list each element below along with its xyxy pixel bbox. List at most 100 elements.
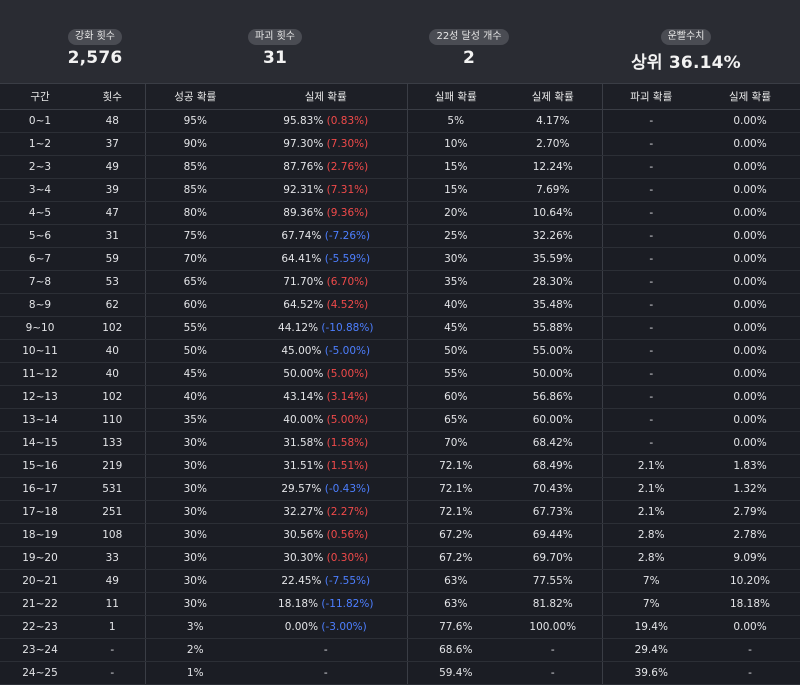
- range-cell: 6~7: [0, 247, 80, 271]
- stat-enhance-count: 강화 횟수 2,576: [15, 24, 175, 68]
- success-actual-cell: 97.30% (7.30%): [245, 132, 408, 156]
- success-actual-cell: 0.00% (-3.00%): [245, 615, 408, 639]
- actual-value: 31.51%: [283, 460, 324, 472]
- fail-rate-cell: 60%: [407, 385, 504, 409]
- count-cell: 40: [80, 339, 146, 363]
- fail-actual-cell: 55.88%: [504, 316, 603, 340]
- col-count: 횟수: [80, 84, 146, 110]
- destroy-rate-cell: 2.8%: [602, 523, 700, 547]
- deviation-value: (1.51%): [326, 460, 369, 472]
- destroy-rate-cell: -: [602, 385, 700, 409]
- table-header: 구간 횟수 성공 확률 실제 확률 실패 확률 실제 확률 파괴 확률 실제 확…: [0, 84, 800, 110]
- range-cell: 20~21: [0, 569, 80, 593]
- destroy-actual-cell: 0.00%: [700, 224, 800, 248]
- actual-value: 92.31%: [283, 184, 324, 196]
- table-row: 11~12 40 45% 50.00% (5.00%) 55% 50.00% -0.00%: [0, 362, 800, 386]
- count-cell: -: [80, 638, 146, 662]
- count-cell: 531: [80, 477, 146, 501]
- table-row: 5~6 31 75% 67.74% (-7.26%) 25% 32.26% -0.00%: [0, 224, 800, 248]
- count-cell: 53: [80, 270, 146, 294]
- fail-rate-cell: 15%: [407, 155, 504, 179]
- count-cell: 62: [80, 293, 146, 317]
- fail-actual-cell: 55.00%: [504, 339, 603, 363]
- table-row: 23~24-2% -68.6% -29.4% -: [0, 638, 800, 662]
- destroy-rate-cell: 39.6%: [602, 661, 700, 685]
- success-actual-cell: 92.31% (7.31%): [245, 178, 408, 202]
- range-cell: 3~4: [0, 178, 80, 202]
- success-actual-cell: 22.45% (-7.55%): [245, 569, 408, 593]
- success-rate-cell: 65%: [145, 270, 245, 294]
- count-cell: 39: [80, 178, 146, 202]
- destroy-actual-cell: 1.83%: [700, 454, 800, 478]
- range-cell: 0~1: [0, 109, 80, 133]
- actual-value: 95.83%: [283, 115, 324, 127]
- success-rate-cell: 30%: [145, 431, 245, 455]
- success-actual-cell: 30.56% (0.56%): [245, 523, 408, 547]
- count-cell: 49: [80, 569, 146, 593]
- actual-value: 29.57%: [281, 483, 322, 495]
- success-actual-cell: 67.74% (-7.26%): [245, 224, 408, 248]
- destroy-actual-cell: 2.78%: [700, 523, 800, 547]
- deviation-value: (-0.43%): [324, 483, 371, 495]
- fail-rate-cell: 63%: [407, 592, 504, 616]
- success-rate-cell: 30%: [145, 500, 245, 524]
- success-actual-cell: 32.27% (2.27%): [245, 500, 408, 524]
- fail-rate-cell: 30%: [407, 247, 504, 271]
- col-fail-actual: 실제 확률: [504, 84, 603, 110]
- stat-luck-index: 운빨수치 상위 36.14%: [606, 24, 766, 73]
- count-cell: 33: [80, 546, 146, 570]
- deviation-value: (-10.88%): [321, 322, 374, 334]
- destroy-actual-cell: -: [700, 638, 800, 662]
- destroy-rate-cell: -: [602, 201, 700, 225]
- probability-table: 구간 횟수 성공 확률 실제 확률 실패 확률 실제 확률 파괴 확률 실제 확…: [0, 84, 800, 685]
- count-cell: 31: [80, 224, 146, 248]
- actual-value: 30.56%: [283, 529, 324, 541]
- range-cell: 23~24: [0, 638, 80, 662]
- success-actual-cell: -: [245, 661, 408, 685]
- range-cell: 19~20: [0, 546, 80, 570]
- destroy-actual-cell: 0.00%: [700, 109, 800, 133]
- actual-value: 64.41%: [281, 253, 322, 265]
- success-actual-cell: 18.18% (-11.82%): [245, 592, 408, 616]
- actual-value: 18.18%: [278, 598, 319, 610]
- success-rate-cell: 30%: [145, 477, 245, 501]
- count-cell: 47: [80, 201, 146, 225]
- actual-value: 40.00%: [283, 414, 324, 426]
- stat-destroy-count: 파괴 횟수 31: [195, 24, 355, 68]
- destroy-rate-cell: -: [602, 316, 700, 340]
- deviation-value: (7.30%): [326, 138, 369, 150]
- success-rate-cell: 45%: [145, 362, 245, 386]
- range-cell: 13~14: [0, 408, 80, 432]
- success-rate-cell: 2%: [145, 638, 245, 662]
- stat-label: 강화 횟수: [68, 29, 122, 45]
- destroy-actual-cell: 0.00%: [700, 615, 800, 639]
- fail-actual-cell: 69.70%: [504, 546, 603, 570]
- count-cell: 1: [80, 615, 146, 639]
- destroy-actual-cell: 1.32%: [700, 477, 800, 501]
- table-row: 1~2 37 90% 97.30% (7.30%) 10% 2.70% -0.00%: [0, 132, 800, 156]
- success-rate-cell: 30%: [145, 546, 245, 570]
- fail-rate-cell: 15%: [407, 178, 504, 202]
- fail-actual-cell: 12.24%: [504, 155, 603, 179]
- deviation-value: (4.52%): [326, 299, 369, 311]
- destroy-actual-cell: 0.00%: [700, 408, 800, 432]
- destroy-actual-cell: 10.20%: [700, 569, 800, 593]
- success-rate-cell: 75%: [145, 224, 245, 248]
- destroy-actual-cell: 0.00%: [700, 201, 800, 225]
- range-cell: 15~16: [0, 454, 80, 478]
- success-actual-cell: -: [245, 638, 408, 662]
- table-row: 2~3 49 85% 87.76% (2.76%) 15% 12.24% -0.00%: [0, 155, 800, 179]
- success-actual-cell: 95.83% (0.83%): [245, 109, 408, 133]
- table-row: 7~8 53 65% 71.70% (6.70%) 35% 28.30% -0.00%: [0, 270, 800, 294]
- success-rate-cell: 30%: [145, 592, 245, 616]
- deviation-value: (-7.26%): [324, 230, 371, 242]
- table-row: 13~14 110 35% 40.00% (5.00%) 65% 60.00% -0.00%: [0, 408, 800, 432]
- fail-actual-cell: 56.86%: [504, 385, 603, 409]
- destroy-actual-cell: 0.00%: [700, 178, 800, 202]
- range-cell: 7~8: [0, 270, 80, 294]
- table-row: 3~4 39 85% 92.31% (7.31%) 15% 7.69% -0.00%: [0, 178, 800, 202]
- destroy-rate-cell: 7%: [602, 569, 700, 593]
- fail-rate-cell: 55%: [407, 362, 504, 386]
- table-row: 14~15 133 30% 31.58% (1.58%) 70% 68.42% -0.00%: [0, 431, 800, 455]
- actual-value: 64.52%: [283, 299, 324, 311]
